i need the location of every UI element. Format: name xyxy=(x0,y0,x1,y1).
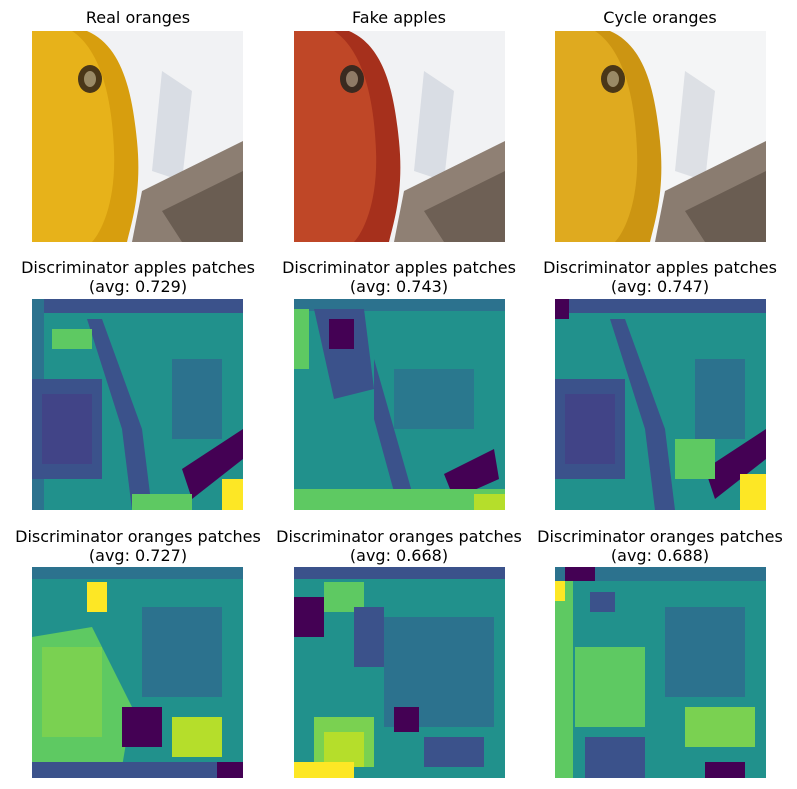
heatmap-apples-1 xyxy=(32,299,243,510)
title-text: Discriminator oranges patches xyxy=(276,527,522,546)
title-text: Discriminator oranges patches xyxy=(537,527,783,546)
real-oranges-image xyxy=(32,31,243,242)
title-cycle-oranges: Cycle oranges xyxy=(603,8,717,27)
avg-text: (avg: 0.743) xyxy=(349,277,449,296)
avg-text: (avg: 0.727) xyxy=(88,546,188,565)
fake-apples-image xyxy=(294,31,505,242)
title-disc-oranges-3: Discriminator oranges patches (avg: 0.68… xyxy=(510,527,797,565)
avg-text: (avg: 0.747) xyxy=(610,277,710,296)
title-disc-oranges-1: Discriminator oranges patches (avg: 0.72… xyxy=(0,527,288,565)
cycle-oranges-image xyxy=(555,31,766,242)
heatmap-oranges-2 xyxy=(294,567,505,778)
heatmap-oranges-3 xyxy=(555,567,766,778)
title-text: Discriminator apples patches xyxy=(282,258,516,277)
title-disc-apples-3: Discriminator apples patches (avg: 0.747… xyxy=(510,258,797,296)
avg-text: (avg: 0.729) xyxy=(88,277,188,296)
heatmap-oranges-1 xyxy=(32,567,243,778)
heatmap-apples-2 xyxy=(294,299,505,510)
title-text: Discriminator apples patches xyxy=(21,258,255,277)
title-fake-apples: Fake apples xyxy=(352,8,446,27)
title-disc-apples-1: Discriminator apples patches (avg: 0.729… xyxy=(0,258,288,296)
avg-text: (avg: 0.688) xyxy=(610,546,710,565)
title-text: Discriminator oranges patches xyxy=(15,527,261,546)
title-text: Discriminator apples patches xyxy=(543,258,777,277)
title-disc-apples-2: Discriminator apples patches (avg: 0.743… xyxy=(249,258,549,296)
heatmap-apples-3 xyxy=(555,299,766,510)
title-real-oranges: Real oranges xyxy=(85,8,191,27)
title-disc-oranges-2: Discriminator oranges patches (avg: 0.66… xyxy=(249,527,549,565)
avg-text: (avg: 0.668) xyxy=(349,546,449,565)
